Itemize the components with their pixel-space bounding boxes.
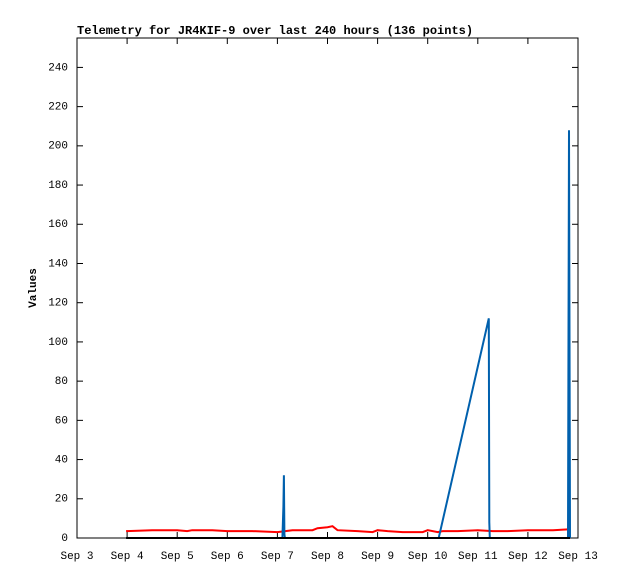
y-tick-label: 240 xyxy=(48,62,68,74)
y-tick-label: 180 xyxy=(48,180,68,192)
x-tick-label: Sep 13 xyxy=(558,551,598,563)
y-tick-label: 140 xyxy=(48,258,68,270)
x-tick-label: Sep 10 xyxy=(408,551,448,563)
plot-frame xyxy=(76,37,579,539)
x-tick-label: Sep 9 xyxy=(361,551,394,563)
y-axis-label: Values xyxy=(28,268,40,308)
x-tick-label: Sep 12 xyxy=(508,551,548,563)
x-tick-label: Sep 8 xyxy=(311,551,344,563)
y-tick-label: 220 xyxy=(48,102,68,114)
y-tick-label: 60 xyxy=(55,415,68,427)
series-line xyxy=(126,525,571,534)
y-tick-label: 0 xyxy=(61,533,68,545)
y-tick-label: 160 xyxy=(48,219,68,231)
y-tick-label: 20 xyxy=(55,494,68,506)
x-tick-label: Sep 6 xyxy=(211,551,244,563)
y-tick-label: 100 xyxy=(48,337,68,349)
chart-title: Telemetry for JR4KIF-9 over last 240 hou… xyxy=(77,24,473,38)
y-tick-label: 200 xyxy=(48,141,68,153)
x-tick-label: Sep 3 xyxy=(60,551,93,563)
y-tick-label: 40 xyxy=(55,454,68,466)
y-tick-label: 80 xyxy=(55,376,68,388)
series-line xyxy=(126,130,571,539)
x-tick-label: Sep 5 xyxy=(161,551,194,563)
x-tick-label: Sep 7 xyxy=(261,551,294,563)
x-tick-label: Sep 11 xyxy=(458,551,498,563)
x-tick-label: Sep 4 xyxy=(111,551,144,563)
y-tick-label: 120 xyxy=(48,298,68,310)
